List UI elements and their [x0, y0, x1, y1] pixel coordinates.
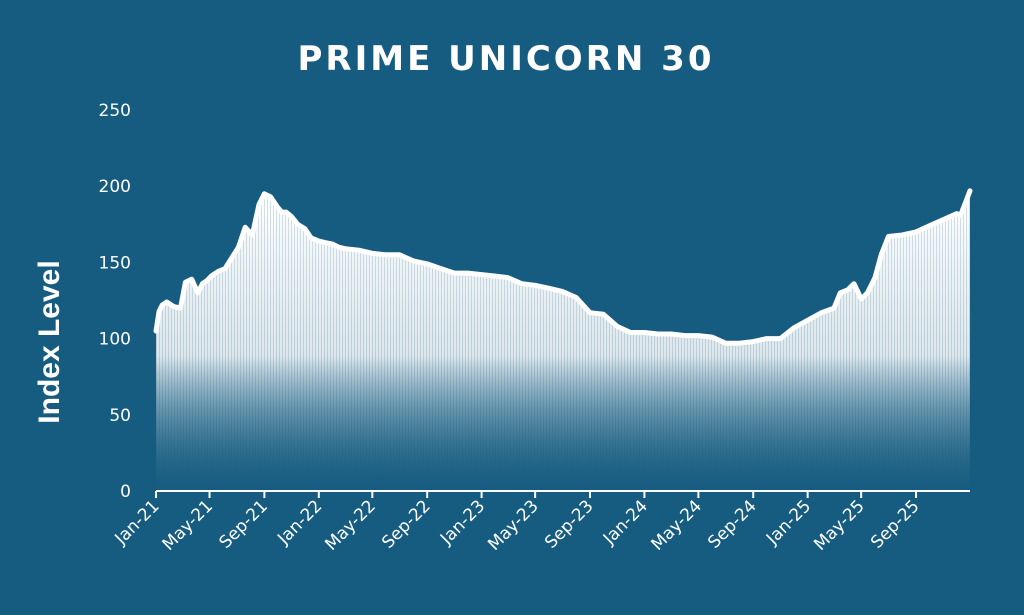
y-tick-label: 100	[99, 330, 131, 350]
y-tick-label: 150	[99, 253, 131, 273]
y-axis-label: Index Level	[33, 260, 66, 423]
y-tick-label: 250	[99, 101, 131, 121]
x-tick-label: Sep-23	[541, 496, 597, 552]
x-tick-label: Jan-25	[762, 496, 815, 549]
x-tick-label: May-24	[648, 496, 706, 554]
x-tick-label: Sep-25	[867, 496, 923, 552]
x-tick-label: Jan-23	[436, 496, 489, 549]
x-tick-label: Jan-24	[599, 496, 652, 549]
x-tick-label: Sep-24	[704, 496, 760, 552]
x-tick-label: Jan-21	[111, 496, 164, 549]
x-tick-label: May-23	[484, 496, 542, 554]
x-tick-label: Jan-22	[273, 496, 326, 549]
x-tick-label: May-21	[159, 496, 217, 554]
x-tick-label: May-22	[321, 496, 379, 554]
area-series	[153, 188, 973, 492]
y-axis-ticks: 0 50 100 150 200 250	[99, 101, 131, 502]
x-tick-label: May-25	[810, 496, 868, 554]
y-tick-label: 200	[99, 177, 131, 197]
x-axis	[155, 490, 970, 498]
x-tick-label: Sep-21	[215, 496, 271, 552]
y-tick-label: 50	[109, 406, 131, 426]
x-tick-label: Sep-22	[378, 496, 434, 552]
chart-title: PRIME UNICORN 30	[297, 39, 714, 79]
y-tick-label: 0	[120, 482, 131, 502]
series-line	[153, 188, 973, 346]
area-stripes	[156, 190, 970, 492]
